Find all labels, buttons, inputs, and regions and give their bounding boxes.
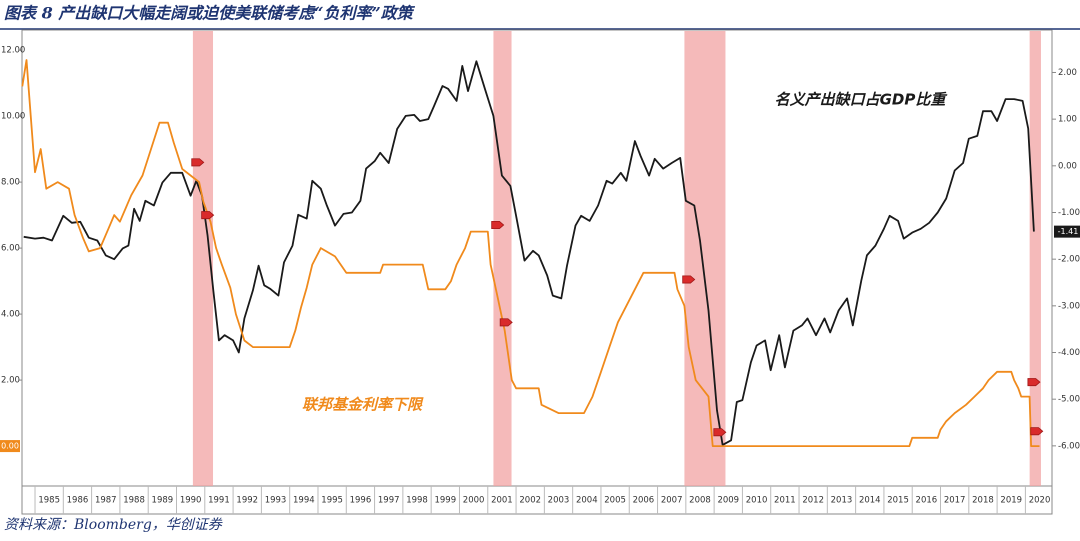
event-marker	[191, 158, 205, 167]
x-tick-label: 2010	[746, 496, 768, 506]
x-tick-label: 2000	[463, 496, 485, 506]
x-tick-label: 2015	[887, 496, 909, 506]
series-line	[21, 59, 1040, 447]
annotation: 名义产出缺口占GDP比重	[775, 91, 949, 109]
x-tick-label: 2011	[774, 496, 796, 506]
shaded-period	[684, 31, 726, 486]
y2-tick-label: 1.00	[1058, 115, 1077, 125]
y2-tick-label: 2.00	[1058, 68, 1077, 78]
x-tick-label: 2014	[859, 496, 881, 506]
x-tick-label: 1993	[265, 496, 287, 506]
x-tick-label: 1985	[38, 496, 60, 506]
x-tick-label: 2002	[519, 496, 541, 506]
event-marker	[682, 275, 696, 284]
x-tick-label: 2004	[576, 496, 598, 506]
y-tick-label: 12.00	[1, 46, 25, 56]
x-tick-label: 1986	[67, 496, 89, 506]
end-label-box	[0, 440, 20, 453]
x-tick-label: 2007	[661, 496, 683, 506]
event-marker	[713, 428, 727, 437]
x-tick-label: 2003	[548, 496, 570, 506]
x-tick-label: 2020	[1029, 496, 1051, 506]
y-tick-label: 4.00	[1, 310, 20, 320]
event-marker	[201, 211, 215, 220]
y2-tick-label: 0.00	[1058, 161, 1077, 171]
event-marker	[1027, 378, 1041, 387]
y-tick-label: 2.00	[1, 376, 20, 386]
x-tick-label: 2017	[944, 496, 966, 506]
x-tick-label: 2006	[633, 496, 655, 506]
y2-tick-label: -5.00	[1058, 395, 1080, 405]
shaded-period	[493, 31, 512, 486]
event-marker	[499, 318, 513, 327]
x-tick-label: 2001	[491, 496, 513, 506]
x-tick-label: 1988	[123, 496, 145, 506]
y2-tick-label: -3.00	[1058, 301, 1080, 311]
x-tick-label: 2005	[604, 496, 626, 506]
x-tick-label: 1995	[321, 496, 343, 506]
x-tick-label: 1990	[180, 496, 202, 506]
event-marker	[1030, 427, 1044, 436]
annotation: 联邦基金利率下限	[302, 396, 424, 414]
x-tick-label: 1996	[350, 496, 372, 506]
end-label: 0.00	[1, 442, 19, 451]
x-tick-label: 2019	[1000, 496, 1022, 506]
chart-title: 图表 8 产出缺口大幅走阔或迫使美联储考虑“负利率”政策	[4, 4, 416, 23]
x-tick-label: 1998	[406, 496, 428, 506]
y-tick-label: 10.00	[1, 112, 25, 122]
x-tick-label: 1989	[152, 496, 174, 506]
x-tick-label: 1994	[293, 496, 315, 506]
end-label: -1.41	[1058, 227, 1079, 236]
y2-tick-label: -2.00	[1058, 255, 1080, 265]
y-tick-label: 6.00	[1, 244, 20, 254]
shaded-period	[192, 31, 214, 486]
y2-tick-label: -1.00	[1058, 208, 1080, 218]
series-line	[23, 60, 1035, 446]
x-tick-label: 2009	[717, 496, 739, 506]
event-marker	[491, 221, 505, 230]
x-tick-label: 2012	[802, 496, 824, 506]
x-tick-label: 1991	[208, 496, 230, 506]
x-tick-label: 1992	[236, 496, 258, 506]
x-tick-label: 1987	[95, 496, 117, 506]
x-tick-label: 2013	[831, 496, 853, 506]
y2-tick-label: -4.00	[1058, 348, 1080, 358]
y-tick-label: 8.00	[1, 178, 20, 188]
shaded-period	[1029, 31, 1041, 486]
x-tick-label: 2008	[689, 496, 711, 506]
end-label-box	[1054, 225, 1080, 238]
source-note: 资料来源：Bloomberg，华创证券	[4, 517, 223, 533]
y2-tick-label: -6.00	[1058, 441, 1080, 451]
x-axis-band	[21, 485, 1053, 515]
x-tick-label: 1997	[378, 496, 400, 506]
x-tick-label: 2016	[916, 496, 938, 506]
x-tick-label: 2018	[972, 496, 994, 506]
x-tick-label: 1999	[434, 496, 456, 506]
